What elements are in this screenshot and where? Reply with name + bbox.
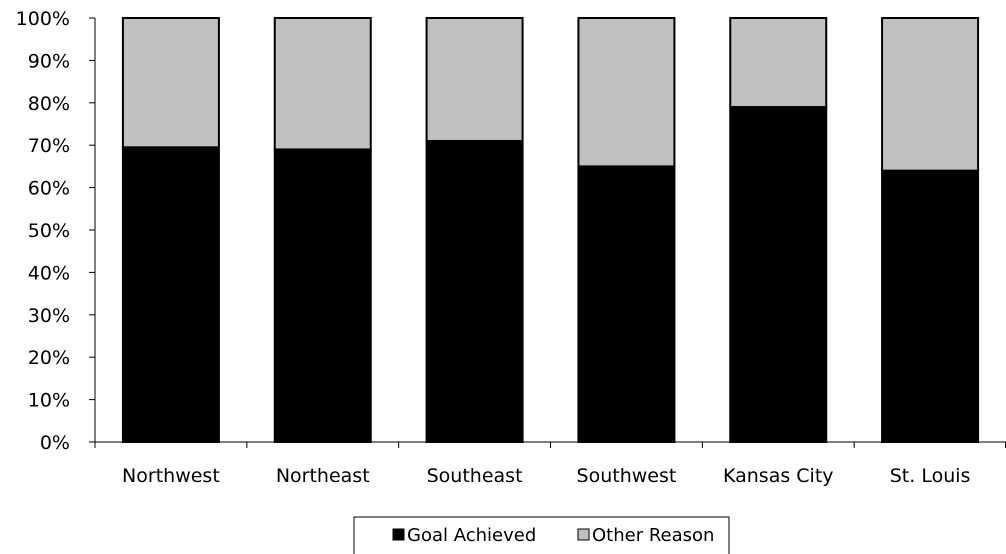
y-tick-label: 40% [28,262,70,284]
x-axis: Northwest Northeast Southeast Southwest Kans… [94,441,1006,487]
bar-segment-other-reason [729,17,828,109]
x-tick-label: Southwest [577,465,677,487]
legend-label: Other Reason [592,525,714,546]
bars [121,17,980,444]
bar-segment-other-reason [273,17,372,151]
y-tick-label: 20% [28,347,70,369]
y-tick-label: 100% [16,8,70,30]
y-tick-label: 80% [28,93,70,115]
bar-segment-goal-achieved [121,146,220,443]
y-tick-label: 90% [28,50,70,72]
bar-segment-goal-achieved [425,139,524,444]
bar-segment-goal-achieved [273,148,372,443]
y-tick-label: 0% [40,432,70,454]
bar-segment-other-reason [577,17,676,168]
bar-segment-goal-achieved [729,106,828,443]
x-tick-label: Northeast [276,465,370,487]
y-tick-label: 10% [28,390,70,412]
x-tick-label: Kansas City [723,465,834,487]
x-tick-label: Northwest [122,465,220,487]
x-tick-label: Southeast [427,465,523,487]
y-tick-label: 50% [28,220,70,242]
legend-swatch [392,528,405,541]
legend: Goal Achieved Other Reason [353,516,730,554]
legend-swatch [577,528,590,541]
bar-segment-other-reason [425,17,524,142]
x-tick-label: St. Louis [890,465,971,487]
legend-label: Goal Achieved [407,525,536,546]
y-axis: 0% 10% 20% 30% 40% 50% 60% 70% 80% 90% 100% [16,8,96,454]
y-tick-label: 30% [28,305,70,327]
bar-segment-goal-achieved [577,165,676,443]
bar-segment-other-reason [121,17,220,149]
bar-segment-goal-achieved [881,169,980,443]
y-tick-label: 60% [28,178,70,200]
legend-box [353,516,730,554]
bar-segment-other-reason [881,17,980,172]
y-tick-label: 70% [28,135,70,157]
